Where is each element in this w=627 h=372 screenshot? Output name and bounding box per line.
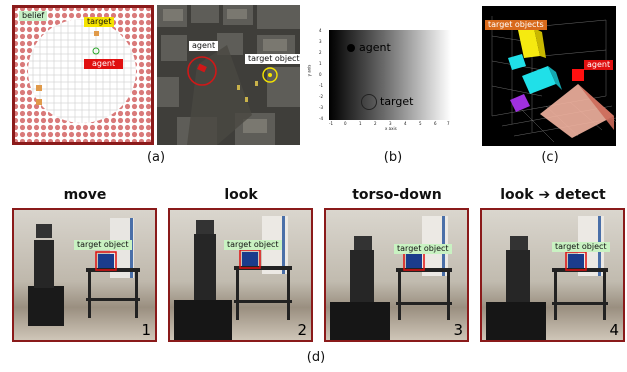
panel-c-agent-label: agent — [584, 60, 614, 70]
panel-b: 4 3 2 1 0 -1 -2 -3 -4 y axis agent targe… — [306, 28, 455, 132]
panel-b-label: (b) — [383, 150, 403, 165]
x-tick: 6 — [434, 121, 437, 126]
panel-d-label: (d) — [306, 350, 326, 365]
3d-scene-svg — [491, 16, 616, 143]
x-tick: 2 — [374, 121, 377, 126]
city-aerial-view: agent target object — [157, 5, 300, 145]
y-tick: 4 — [319, 28, 322, 33]
heatmap-plot: agent target — [329, 30, 451, 120]
grid-target-label: target — [84, 17, 115, 27]
robot-scene-svg — [174, 216, 292, 340]
target-object-tag: target object — [224, 240, 282, 250]
panel-c: target objects agent — [482, 6, 616, 146]
x-tick: 1 — [359, 121, 362, 126]
belief-grid-map: belief target agent — [12, 5, 154, 145]
target-object-tag: target object — [394, 244, 452, 254]
y-tick: -4 — [319, 116, 323, 121]
target-object-tag: target object — [552, 242, 610, 252]
y-tick: 0 — [319, 72, 322, 77]
panel-a: belief target agent — [12, 5, 300, 145]
x-tick: -1 — [329, 121, 333, 126]
y-tick: 2 — [319, 50, 322, 55]
city-scene-svg — [157, 5, 300, 145]
city-target-label: target object — [245, 54, 300, 64]
step-title-look: look — [224, 187, 258, 203]
x-axis-label: x axis — [385, 126, 397, 131]
y-tick: -2 — [319, 94, 323, 99]
panel-a-label: (a) — [146, 150, 166, 165]
step-title-look-detect: look ➔ detect — [500, 187, 606, 203]
agent-marker — [347, 44, 355, 52]
robot-photo-2: target object 2 — [168, 208, 313, 342]
robot-scene-svg — [486, 216, 608, 340]
x-tick: 7 — [447, 121, 450, 126]
agent-label: agent — [359, 41, 391, 54]
robot-photo-3: target object 3 — [324, 208, 469, 342]
y-tick: -3 — [319, 105, 323, 110]
y-tick-labels: 4 3 2 1 0 -1 -2 -3 -4 — [319, 28, 329, 121]
x-tick: 0 — [344, 121, 347, 126]
target-objects-label: target objects — [485, 20, 547, 30]
x-tick: 4 — [404, 121, 407, 126]
step-title-torso-down: torso-down — [352, 187, 442, 203]
robot-photo-1: target object 1 — [12, 208, 157, 342]
y-tick: -1 — [319, 83, 323, 88]
target-marker — [361, 94, 377, 110]
step-number: 1 — [141, 321, 151, 339]
step-number: 3 — [453, 321, 463, 339]
target-object-tag: target object — [74, 240, 132, 250]
grid-map-svg — [15, 8, 151, 142]
target-label: target — [380, 95, 414, 108]
robot-scene-svg — [28, 218, 140, 326]
belief-label: belief — [19, 11, 48, 21]
x-tick: 3 — [389, 121, 392, 126]
y-axis-label: y axis — [306, 64, 312, 77]
robot-scene-svg — [330, 216, 452, 340]
robot-photo-4: target object 4 — [480, 208, 625, 342]
step-number: 4 — [609, 321, 619, 339]
y-tick: 1 — [319, 61, 322, 66]
panel-c-label: (c) — [541, 150, 559, 165]
y-tick: 3 — [319, 39, 322, 44]
step-number: 2 — [297, 321, 307, 339]
x-tick: 5 — [419, 121, 422, 126]
grid-agent-label: agent — [84, 59, 124, 69]
x-tick-labels: -1 0 1 2 3 4 5 6 7 — [329, 121, 451, 127]
step-title-move: move — [63, 187, 107, 203]
city-agent-label: agent — [189, 41, 219, 51]
